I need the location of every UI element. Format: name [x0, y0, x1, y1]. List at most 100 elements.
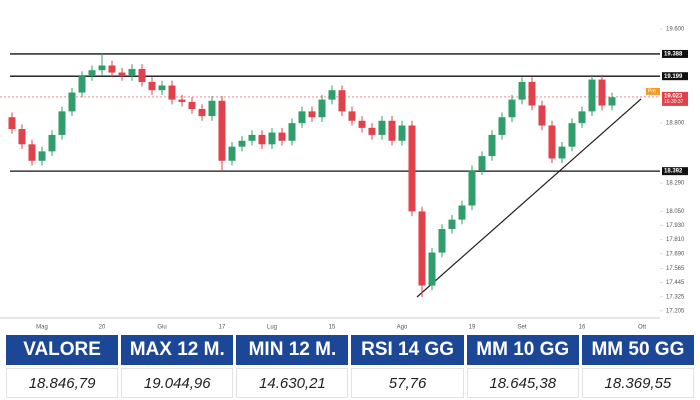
candle-body — [38, 151, 46, 161]
candle-body — [518, 81, 526, 100]
stats-table: VALORE MAX 12 M. MIN 12 M. RSI 14 GG MM 10 G… — [6, 335, 694, 398]
candle-body — [18, 129, 26, 145]
candle-body — [108, 65, 116, 73]
y-tick-label: 17.205 — [666, 308, 685, 314]
candle-body — [138, 69, 146, 82]
candle-body — [328, 90, 336, 100]
candle-body — [458, 205, 466, 220]
table-value: 19.044,96 — [121, 368, 234, 398]
table-header: MAX 12 M. — [121, 335, 234, 365]
y-tick-label: 18.800 — [666, 121, 685, 127]
x-tick-label: Set — [517, 325, 526, 331]
candle-body — [538, 105, 546, 126]
chart: 19.600 18.800 18.290 18.050 17.930 17.810 17.6… — [0, 27, 688, 331]
level-tag — [662, 167, 688, 176]
table-header: MM 50 GG — [581, 335, 694, 365]
candle-body — [248, 134, 256, 141]
last-price-label: 19.023 — [664, 93, 683, 99]
candle-body — [278, 132, 286, 141]
candle-body — [148, 81, 156, 91]
candle-body — [88, 70, 96, 77]
candle-body — [158, 85, 166, 91]
candle-body — [528, 81, 536, 106]
candle-body — [198, 109, 206, 117]
table-header: VALORE — [6, 335, 119, 365]
candle-body — [348, 111, 356, 121]
candle-body — [398, 125, 406, 141]
candle-body — [408, 125, 416, 212]
y-tick-label: 17.810 — [666, 237, 685, 243]
x-tick-label: 20 — [99, 325, 106, 331]
x-tick-label: 17 — [219, 325, 226, 331]
level-tag — [662, 72, 688, 81]
x-tick-label: 19 — [469, 325, 476, 331]
table-value: 18.645,38 — [466, 368, 579, 398]
y-tick-label: 19.600 — [666, 27, 685, 33]
y-tick-label: 17.930 — [666, 223, 685, 229]
candle-body — [588, 79, 596, 112]
candle-body — [58, 111, 66, 135]
pre-tag — [646, 87, 660, 95]
candle-body — [578, 111, 586, 124]
candle-body — [508, 99, 516, 118]
table-header: MM 10 GG — [466, 335, 579, 365]
candle-body — [448, 219, 456, 230]
candle-body — [298, 111, 306, 124]
candle-body — [378, 120, 386, 135]
table-value: 18.846,79 — [6, 368, 119, 398]
candle-body — [268, 132, 276, 145]
candle-body — [188, 101, 196, 110]
x-tick-label: Giu — [157, 325, 166, 331]
last-price-tag — [662, 91, 688, 106]
candle-body — [478, 156, 486, 171]
x-tick-label: Ott — [638, 325, 646, 331]
candle-body — [208, 100, 216, 117]
table-value: 14.630,21 — [236, 368, 349, 398]
x-tick-label: Mag — [36, 325, 48, 331]
x-tick-label: Ago — [397, 325, 408, 331]
table-value: 57,76 — [351, 368, 464, 398]
candle-body — [468, 170, 476, 206]
y-tick-label: 18.290 — [666, 181, 685, 187]
candle-body — [178, 99, 186, 102]
candle-body — [318, 99, 326, 118]
candle-body — [118, 72, 126, 77]
candle-body — [8, 117, 16, 130]
candle-body — [168, 85, 176, 100]
candle-body — [608, 97, 616, 106]
candle-body — [488, 134, 496, 157]
last-price-time: 16:30:37 — [664, 99, 684, 105]
candle-body — [548, 125, 556, 159]
table-header: RSI 14 GG — [351, 335, 464, 365]
candle-body — [68, 92, 76, 112]
candle-body — [238, 140, 246, 147]
candle-body — [78, 76, 86, 93]
candle-body — [338, 90, 346, 112]
candle-body — [428, 252, 436, 286]
candle-body — [228, 146, 236, 161]
level-tag — [662, 49, 688, 58]
candle-body — [28, 144, 36, 161]
table-header: MIN 12 M. — [236, 335, 349, 365]
candle-body — [218, 100, 226, 161]
table-value: 18.369,55 — [581, 368, 694, 398]
candle-body — [48, 134, 56, 152]
level-label: 19.388 — [664, 52, 683, 58]
candle-body — [368, 127, 376, 135]
y-tick-label: 17.565 — [666, 266, 685, 272]
candle-body — [438, 229, 446, 253]
level-label: 18.392 — [664, 169, 683, 175]
candle-body — [598, 79, 606, 106]
x-tick-label: Lug — [267, 325, 277, 331]
candle-body — [568, 123, 576, 147]
candle-body — [98, 65, 106, 71]
candle-body — [288, 123, 296, 141]
y-tick-label: 17.445 — [666, 280, 685, 286]
y-tick-label: 17.690 — [666, 251, 685, 257]
candle-body — [388, 120, 396, 141]
candle-body — [558, 146, 566, 159]
candle-body — [498, 117, 506, 135]
pre-label: Pre — [648, 89, 656, 95]
candle-body — [258, 134, 266, 145]
